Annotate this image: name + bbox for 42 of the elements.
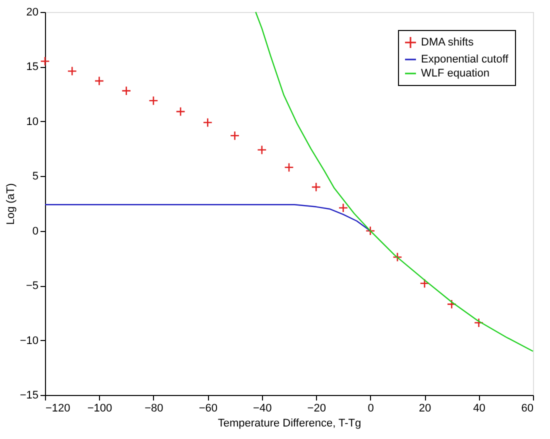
- x-tick-label: −100: [87, 402, 112, 414]
- line-series: [255, 11, 534, 352]
- point: [94, 76, 104, 86]
- point: [230, 130, 240, 140]
- y-tick-label: −10: [20, 334, 38, 347]
- y-tick-label: 15: [26, 61, 38, 74]
- point: [67, 66, 77, 76]
- point: [257, 145, 267, 155]
- point: [366, 226, 376, 236]
- point: [338, 203, 348, 213]
- x-tick-label: −60: [198, 402, 218, 414]
- point: [311, 182, 321, 192]
- point: [474, 318, 484, 328]
- x-tick-label: 60: [521, 402, 534, 414]
- x-axis-title: Temperature Difference, T-Tg: [218, 418, 362, 430]
- x-tick-label: 20: [418, 402, 432, 414]
- y-tick-label: −5: [26, 280, 38, 292]
- legend-label: WLF equation: [421, 68, 490, 80]
- x-tick-label: −40: [253, 402, 272, 414]
- y-tick-label: 0: [32, 225, 38, 238]
- x-tick-label: −80: [144, 402, 164, 414]
- point: [122, 86, 132, 96]
- point: [284, 162, 294, 172]
- y-tick-label: −15: [20, 390, 38, 402]
- x-tick-label: −20: [307, 402, 326, 414]
- point: [176, 106, 186, 116]
- legend-label: Exponential cutoff: [421, 54, 510, 66]
- x-tick-label: −120: [46, 402, 70, 414]
- point: [148, 96, 158, 106]
- x-tick-label: 0: [368, 402, 374, 414]
- y-tick-label: 20: [26, 6, 38, 18]
- x-tick-label: 40: [473, 402, 486, 414]
- point: [392, 252, 402, 262]
- y-axis-title: Log (aT): [4, 183, 17, 225]
- point: [40, 56, 50, 66]
- point: [446, 299, 456, 310]
- point: [202, 118, 212, 128]
- y-tick-label: 5: [32, 170, 38, 183]
- y-tick-label: 10: [26, 116, 38, 128]
- line-series: [44, 204, 371, 232]
- legend-label: DMA shifts: [421, 36, 474, 48]
- point: [420, 278, 430, 288]
